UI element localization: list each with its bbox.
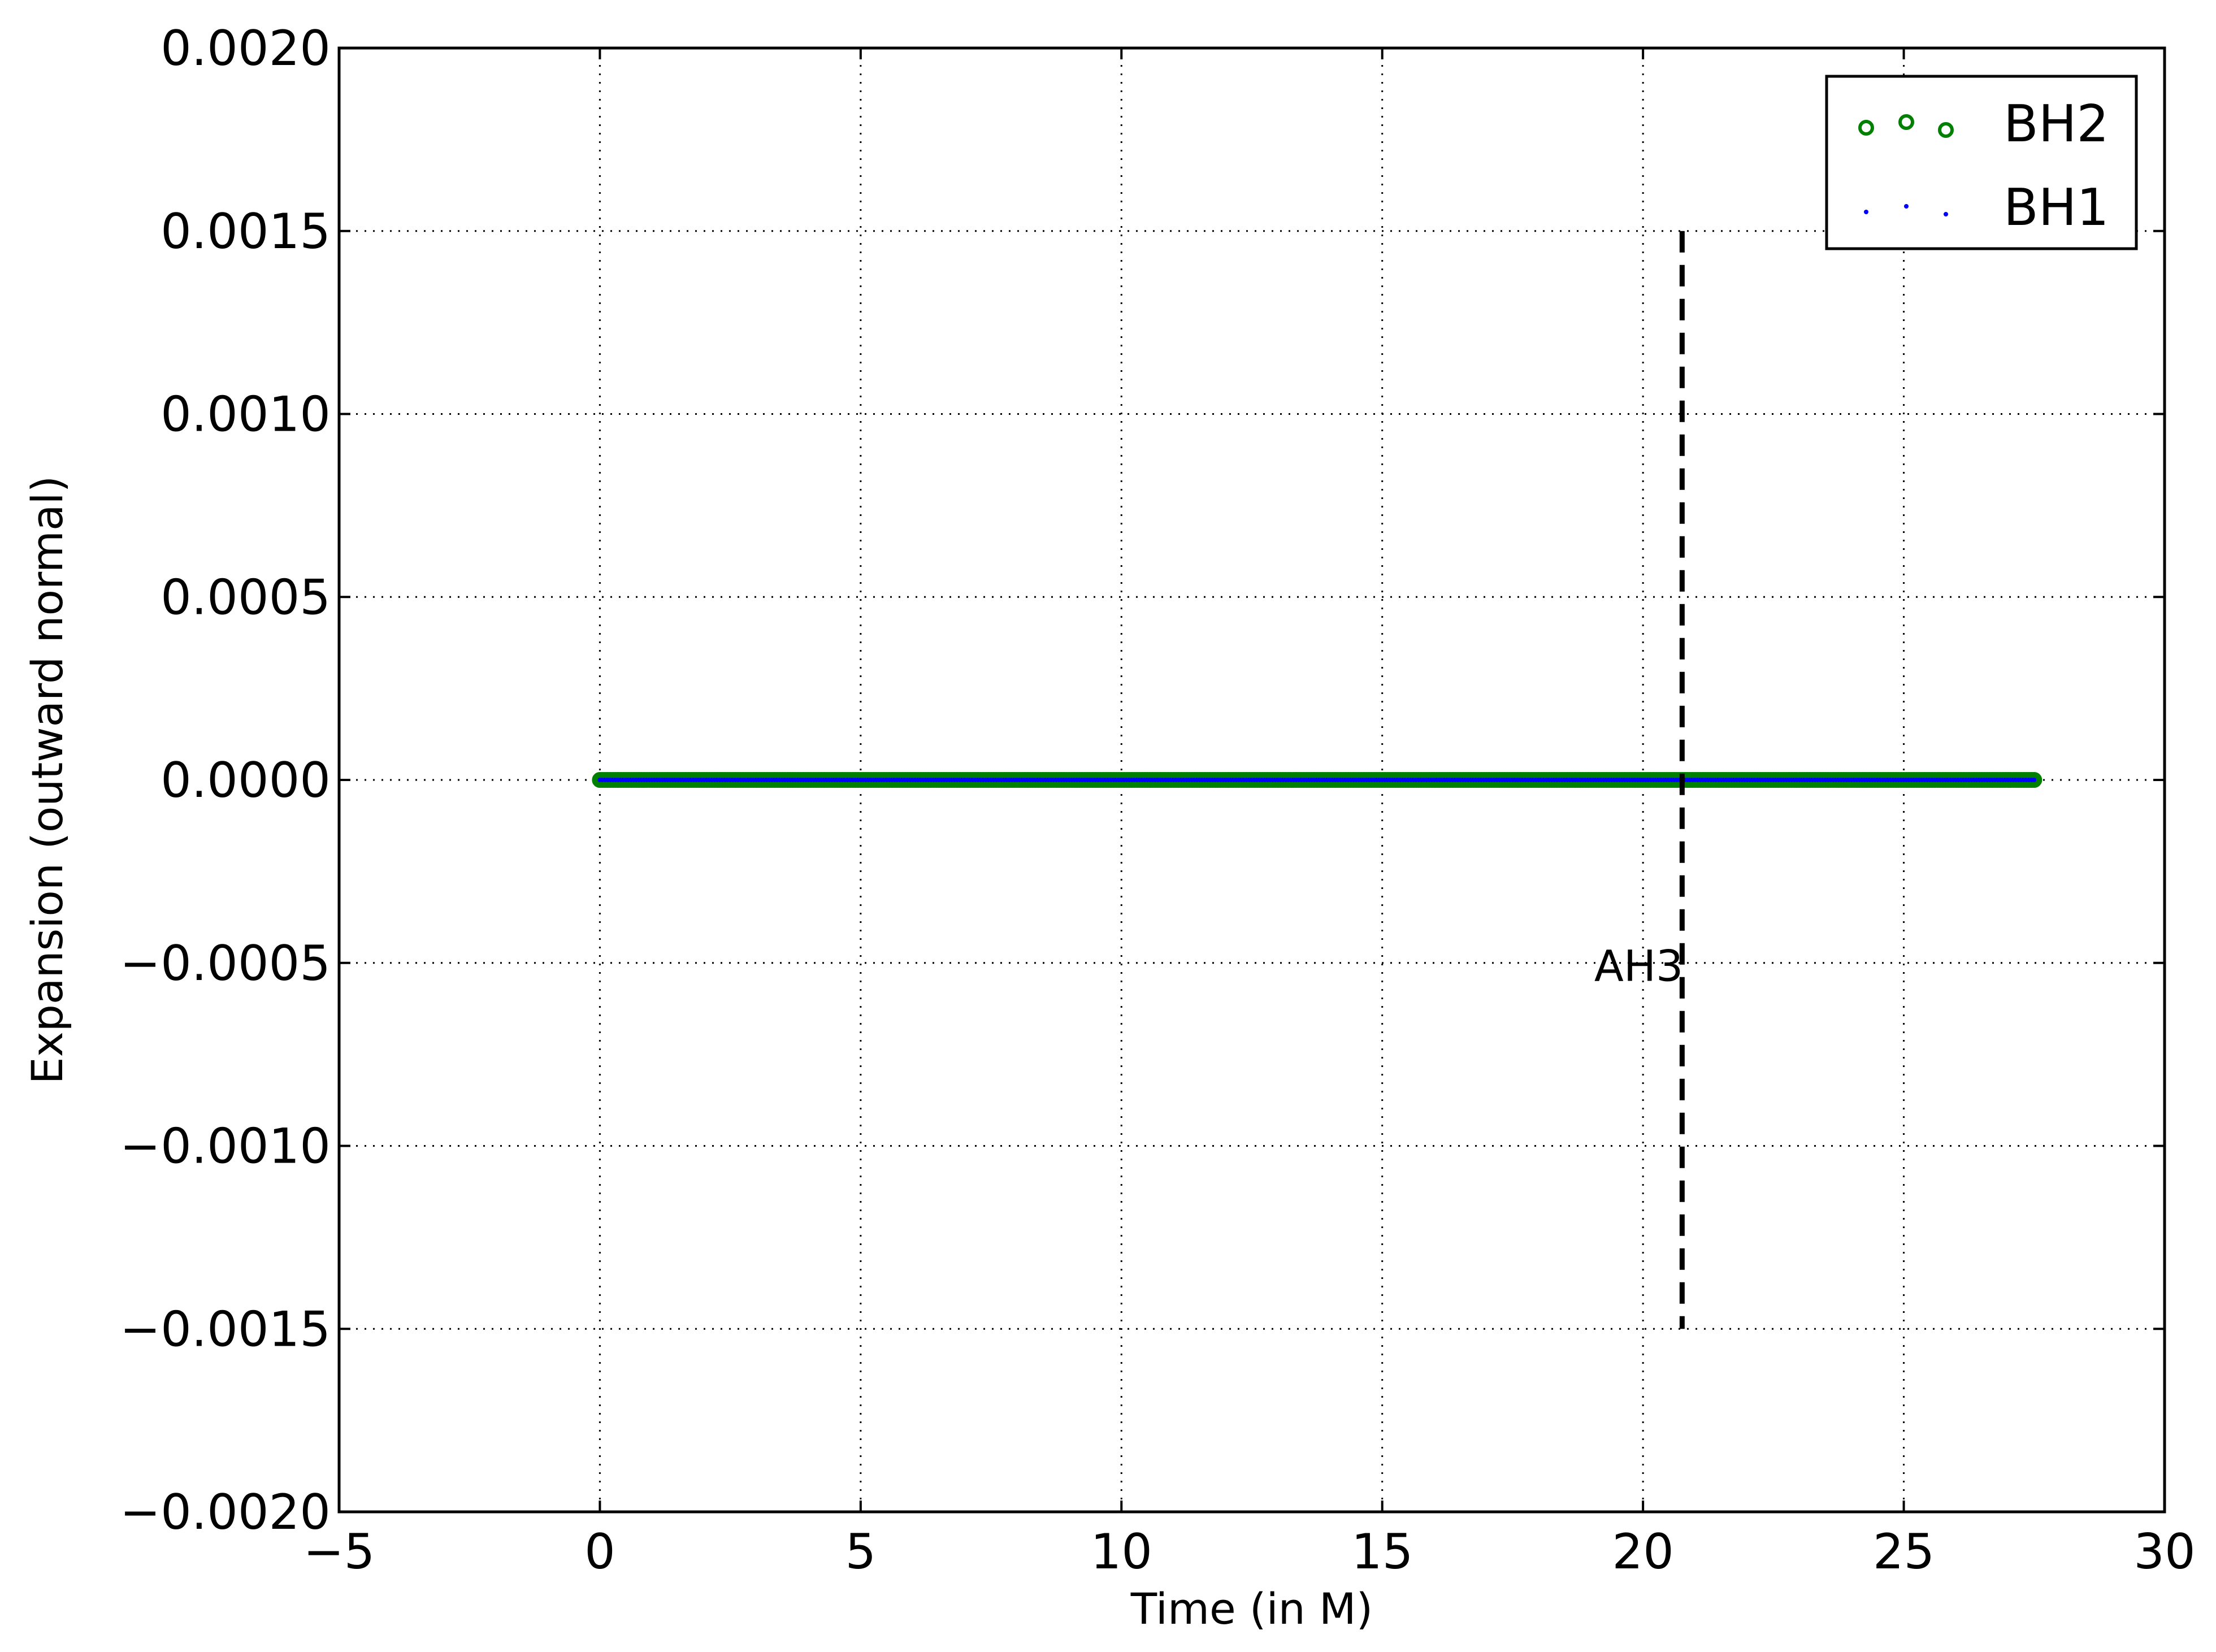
y-tick-label: −0.0010 <box>120 1118 331 1175</box>
axis-ticks: −5 0 5 10 15 20 25 30 0.0020 0.0015 0.0010 0.0005 0.… <box>120 20 2196 1580</box>
x-tick-label: 15 <box>1351 1524 1413 1580</box>
legend-box <box>1825 75 2138 250</box>
legend-marker-bh2 <box>1898 114 1914 130</box>
x-tick-label: 25 <box>1873 1524 1935 1580</box>
x-tick-label: −5 <box>303 1524 375 1580</box>
legend: BH2 BH1 <box>1825 75 2138 250</box>
legend-label-bh2: BH2 <box>2003 94 2109 154</box>
x-tick-label: 30 <box>2133 1524 2195 1580</box>
y-tick-label: −0.0020 <box>120 1484 331 1541</box>
y-tick-label: 0.0005 <box>161 569 331 626</box>
data-point-bh1 <box>2032 778 2037 782</box>
y-tick-label: 0.0015 <box>161 203 331 260</box>
legend-marker-bh2 <box>1858 120 1874 136</box>
legend-label-bh1: BH1 <box>2003 178 2109 237</box>
y-tick-label: 0.0020 <box>161 20 331 77</box>
y-tick-label: 0.0010 <box>161 387 331 443</box>
x-tick-label: 0 <box>584 1524 615 1580</box>
x-axis-label: Time (in M) <box>1130 1584 1373 1634</box>
y-axis-label: Expansion (outward normal) <box>22 476 72 1085</box>
legend-marker-bh1 <box>1864 210 1868 214</box>
y-tick-label: 0.0000 <box>161 752 331 809</box>
x-tick-label: 20 <box>1612 1524 1673 1580</box>
legend-marker-bh1 <box>1944 212 1948 216</box>
y-tick-label: −0.0005 <box>120 935 331 992</box>
annotations: AH3 <box>1594 231 1685 1329</box>
annotation-label-ah3: AH3 <box>1594 940 1684 991</box>
plot-data <box>592 772 2042 788</box>
y-tick-label: −0.0015 <box>120 1301 331 1358</box>
legend-marker-bh2 <box>1938 122 1954 138</box>
x-tick-label: 10 <box>1091 1524 1152 1580</box>
legend-marker-bh1 <box>1904 204 1909 209</box>
x-tick-label: 5 <box>845 1524 876 1580</box>
series-bh1 <box>597 778 2037 782</box>
